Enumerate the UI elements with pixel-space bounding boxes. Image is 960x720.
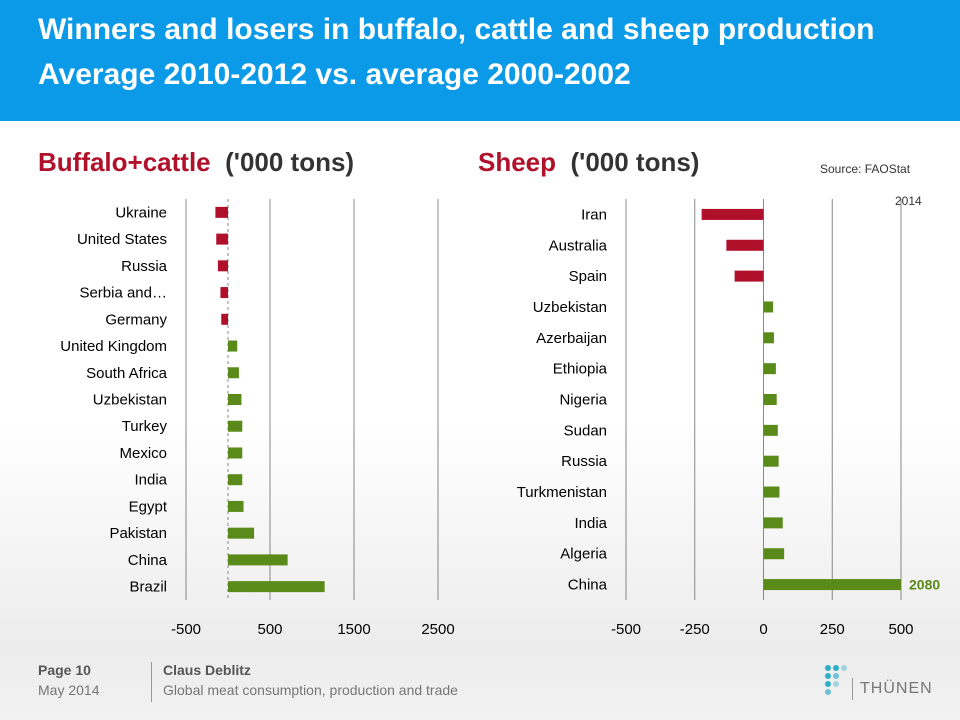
sheep-bar bbox=[763, 548, 785, 560]
cattle-tick-label: 500 bbox=[257, 621, 282, 638]
sheep-title-colored: Sheep bbox=[478, 147, 557, 177]
sheep-bar bbox=[734, 270, 764, 282]
cattle-category-label: Turkey bbox=[122, 418, 168, 435]
cattle-bar bbox=[228, 394, 242, 405]
sheep-bar bbox=[763, 301, 774, 313]
sheep-bar bbox=[763, 455, 779, 467]
cattle-category-label: Serbia and… bbox=[79, 285, 167, 302]
cattle-bar bbox=[228, 447, 243, 459]
sheep-category-label: Iran bbox=[581, 206, 607, 223]
cattle-bar bbox=[221, 313, 228, 325]
sheep-category-label: China bbox=[568, 577, 608, 594]
cattle-category-label: Brazil bbox=[129, 579, 167, 596]
sheep-category-label: Algeria bbox=[560, 546, 607, 563]
cattle-chart-title: Buffalo+cattle ('000 tons) bbox=[38, 147, 354, 178]
cattle-category-label: India bbox=[134, 472, 167, 489]
slide-subtitle: Average 2010-2012 vs. average 2000-2002 bbox=[38, 58, 631, 91]
cattle-bar bbox=[228, 527, 255, 539]
sheep-tick-label: 500 bbox=[888, 621, 913, 638]
source-label: Source: FAOStat bbox=[820, 162, 911, 176]
cattle-category-label: Pakistan bbox=[109, 525, 167, 542]
cattle-tick-label: 1500 bbox=[337, 621, 370, 638]
sheep-tick-label: -250 bbox=[680, 621, 710, 638]
footer: Page 10 May 2014 Claus Deblitz Global me… bbox=[0, 650, 960, 720]
logo-divider bbox=[852, 678, 853, 700]
sheep-category-label: Turkmenistan bbox=[517, 484, 607, 501]
cattle-title-unit: ('000 tons) bbox=[210, 147, 355, 177]
sheep-tick-label: 250 bbox=[820, 621, 845, 638]
footer-divider bbox=[151, 662, 152, 702]
cattle-category-label: Russia bbox=[121, 258, 168, 275]
footer-subtitle: Global meat consumption, production and … bbox=[163, 682, 458, 698]
sheep-tick-label: 0 bbox=[759, 621, 767, 638]
sheep-category-label: Nigeria bbox=[559, 392, 607, 409]
cattle-tick-label: -500 bbox=[171, 621, 201, 638]
cattle-bar bbox=[216, 233, 228, 245]
sheep-bar bbox=[701, 208, 764, 220]
cattle-bar bbox=[228, 340, 238, 352]
sheep-category-label: Sudan bbox=[564, 422, 607, 439]
page-number: Page 10 bbox=[38, 662, 91, 678]
sheep-chart-title: Sheep ('000 tons) bbox=[478, 147, 699, 178]
logo-dots-icon bbox=[825, 665, 847, 695]
cattle-bar bbox=[228, 367, 239, 379]
sheep-bar bbox=[763, 424, 778, 436]
sheep-category-label: Spain bbox=[569, 268, 607, 285]
sheep-bar bbox=[763, 517, 783, 529]
sheep-category-label: Russia bbox=[561, 453, 608, 470]
cattle-bar bbox=[228, 581, 325, 593]
footer-date: May 2014 bbox=[38, 682, 100, 698]
cattle-bar bbox=[228, 554, 288, 566]
cattle-bar bbox=[228, 420, 243, 432]
cattle-category-label: South Africa bbox=[86, 365, 168, 382]
cattle-bar bbox=[217, 260, 228, 272]
logo-text: THÜNEN bbox=[860, 680, 933, 697]
sheep-title-unit: ('000 tons) bbox=[556, 147, 700, 177]
cattle-category-label: Uzbekistan bbox=[93, 392, 167, 409]
cattle-bar bbox=[228, 500, 244, 512]
cattle-title-colored: Buffalo+cattle bbox=[38, 147, 211, 177]
sheep-category-label: Australia bbox=[549, 237, 608, 254]
cattle-category-label: China bbox=[128, 552, 168, 569]
cattle-bar bbox=[220, 287, 228, 299]
sheep-category-label: Uzbekistan bbox=[533, 299, 607, 316]
cattle-category-label: United States bbox=[77, 231, 167, 248]
sheep-bar bbox=[763, 332, 774, 344]
thuenen-logo: THÜNEN bbox=[822, 662, 942, 702]
sheep-category-label: Ethiopia bbox=[553, 361, 608, 378]
sheep-bar bbox=[726, 239, 764, 251]
cattle-category-label: Ukraine bbox=[115, 204, 167, 221]
sheep-bar bbox=[763, 394, 777, 405]
sheep-bar bbox=[763, 486, 780, 498]
sheep-tick-label: -500 bbox=[611, 621, 641, 638]
sheep-bar bbox=[763, 363, 776, 375]
cattle-category-label: Germany bbox=[105, 311, 167, 328]
sheep-category-label: India bbox=[574, 515, 607, 532]
cattle-category-label: Egypt bbox=[129, 498, 168, 515]
sheep-category-label: Azerbaijan bbox=[536, 330, 607, 347]
sheep-data-label: 2080 bbox=[909, 577, 940, 593]
source-year: 2014 bbox=[895, 194, 922, 208]
cattle-category-label: Mexico bbox=[119, 445, 167, 462]
title-banner: Winners and losers in buffalo, cattle an… bbox=[0, 0, 960, 121]
sheep-bar bbox=[763, 579, 901, 591]
cattle-bar bbox=[228, 474, 243, 486]
cattle-category-label: United Kingdom bbox=[60, 338, 167, 355]
footer-author: Claus Deblitz bbox=[163, 662, 251, 678]
slide-title: Winners and losers in buffalo, cattle an… bbox=[38, 13, 875, 46]
cattle-tick-label: 2500 bbox=[421, 621, 454, 638]
cattle-bar bbox=[215, 206, 228, 218]
